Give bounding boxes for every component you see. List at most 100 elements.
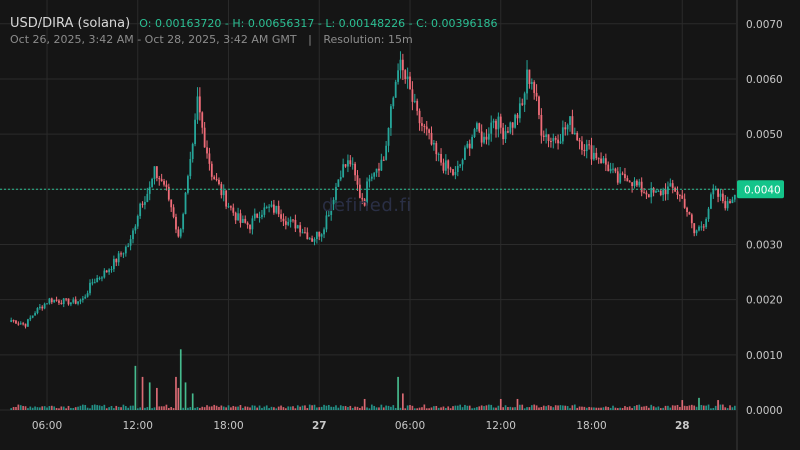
volume-bar — [320, 406, 323, 410]
candle-body — [249, 224, 251, 230]
volume-bar — [218, 406, 220, 410]
chart-header: USD/DIRA (solana) O: 0.00163720 - H: 0.0… — [10, 12, 497, 31]
candle-body — [232, 207, 235, 213]
candle-body — [117, 253, 120, 263]
volume-bar — [273, 407, 275, 410]
volume-bar — [187, 407, 189, 410]
candle-body — [444, 160, 447, 171]
price-axis: 0.0070 0.0060 0.0050 0.0030 0.0020 0.0010 0.00… — [746, 19, 783, 417]
candle-body — [50, 298, 53, 303]
candle-body — [96, 277, 99, 283]
candle-body — [363, 199, 366, 206]
volume-bar — [445, 407, 447, 410]
candle-body — [557, 139, 559, 144]
volume-bar — [230, 407, 232, 410]
candle-body — [241, 218, 244, 223]
candle-body — [602, 158, 605, 164]
candle-body — [203, 127, 206, 148]
candle-body — [153, 166, 156, 180]
candle-body — [430, 132, 433, 145]
volume-bar — [234, 406, 237, 410]
candle-body — [122, 253, 125, 255]
volume-bar — [442, 406, 445, 410]
candle-body — [569, 116, 571, 125]
candle-body — [69, 302, 72, 305]
volume-bar — [731, 407, 734, 410]
volume-bar — [528, 407, 531, 410]
volume-bar — [404, 408, 407, 410]
candle-body — [705, 219, 708, 228]
volume-bar — [695, 406, 698, 410]
candle-body — [521, 103, 524, 105]
candle-body — [86, 293, 89, 297]
candle-body — [105, 270, 108, 273]
volume-bar — [244, 406, 247, 410]
candle-body — [148, 186, 151, 194]
candle-body — [48, 298, 51, 304]
volume-bar — [628, 406, 631, 410]
candle-body — [528, 69, 531, 85]
volume-bar — [645, 405, 648, 410]
candle-body — [604, 158, 607, 165]
candle-body — [210, 163, 213, 177]
candle-body — [714, 188, 717, 190]
volume-bar — [160, 406, 163, 410]
volume-bar — [210, 406, 213, 410]
volume-bar — [375, 407, 378, 410]
candle-body — [144, 202, 146, 205]
time-axis: 06:00 12:00 18:00 27 06:00 12:00 18:00 28 — [32, 420, 690, 432]
volume-bar — [440, 407, 442, 410]
volume-bar — [213, 404, 216, 410]
candle-body — [428, 129, 431, 133]
candle-body — [112, 258, 115, 270]
candle-body — [492, 120, 495, 123]
volume-bar — [46, 407, 48, 410]
volume-bar — [526, 407, 528, 410]
candle-body — [559, 141, 562, 144]
volume-bar — [516, 398, 519, 410]
volume-bar — [84, 404, 87, 410]
volume-bar — [196, 407, 199, 410]
volume-bar — [158, 406, 161, 410]
volume-bar — [640, 406, 643, 410]
volume-bar — [702, 405, 705, 410]
candle-body — [81, 298, 84, 301]
candle-body — [55, 299, 58, 301]
volume-bar — [194, 407, 196, 410]
candle-body — [552, 138, 555, 142]
candle-body — [91, 282, 94, 284]
volume-bar — [70, 407, 72, 410]
volume-bar — [430, 407, 433, 410]
volume-bar — [676, 404, 679, 410]
volume-bar — [590, 407, 593, 410]
volume-bar — [337, 407, 340, 410]
candle-body — [272, 204, 275, 213]
candle-body — [662, 189, 665, 195]
candle-body — [454, 171, 457, 175]
candle-body — [483, 136, 485, 143]
volume-bar — [227, 405, 230, 410]
volume-bar — [416, 408, 419, 410]
volume-bar — [573, 404, 576, 410]
volume-bar — [428, 408, 430, 410]
volume-bar — [184, 382, 187, 410]
candle-body — [442, 162, 445, 171]
candle-body — [597, 158, 600, 160]
volume-bar — [499, 398, 502, 410]
candle-body — [196, 96, 199, 120]
candle-body — [244, 218, 247, 223]
volume-bar — [148, 382, 151, 410]
volume-bar — [172, 408, 175, 410]
volume-bar — [643, 406, 645, 410]
volume-bar — [607, 407, 610, 410]
candle-body — [72, 299, 75, 303]
candle-body — [540, 115, 543, 136]
volume-bar — [330, 406, 333, 410]
volume-bar — [50, 405, 53, 410]
volume-bar — [296, 405, 299, 410]
volume-bar — [650, 404, 653, 410]
candle-body — [24, 323, 27, 327]
candle-body — [669, 183, 672, 187]
candle-body — [366, 181, 368, 206]
